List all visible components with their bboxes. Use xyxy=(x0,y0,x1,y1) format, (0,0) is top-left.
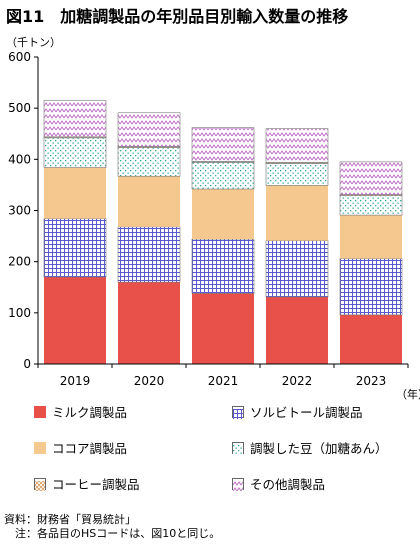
legend-swatch xyxy=(34,405,46,418)
bar-segment-2019-1 xyxy=(44,277,106,364)
y-tick-label: 500 xyxy=(8,101,31,115)
y-tick-label: 400 xyxy=(8,152,31,166)
legend-item: ココア調製品 xyxy=(34,438,127,457)
legend-label: 調製した豆（加糖あん） xyxy=(250,441,388,456)
bar-segment-2021-3 xyxy=(192,189,254,240)
y-tick-label: 600 xyxy=(8,50,31,64)
notes: 資料：財務省「貿易統計」 注：各品目のHSコードは、図10と同じ。 xyxy=(4,513,220,541)
x-unit-label: （年） xyxy=(396,387,420,400)
y-tick-label: 300 xyxy=(8,204,31,218)
x-axis: 2019 2020 2021 2022 2023 xyxy=(37,363,409,388)
bar-segment-2020-4 xyxy=(117,147,181,177)
y-tick-label: 200 xyxy=(8,255,31,269)
bar-segment-2020-2 xyxy=(117,226,181,283)
bar-segment-2023-6 xyxy=(339,161,403,195)
bar-segment-2022-2 xyxy=(265,240,329,298)
bar-segment-2021-2 xyxy=(191,238,255,294)
bar-segment-2019-3 xyxy=(44,167,106,219)
legend-item: コーヒー調製品 xyxy=(34,474,140,493)
legend-item: ミルク調製品 xyxy=(34,402,127,421)
y-tick-label: 100 xyxy=(8,306,31,320)
y-axis: 0 100 200 300 400 500 600 xyxy=(8,50,39,371)
bar-segment-2020-6 xyxy=(117,112,181,147)
footnote: 注：各品目のHSコードは、図10と同じ。 xyxy=(4,527,221,540)
bar-segment-2019-2 xyxy=(43,218,107,278)
legend: ミルク調製品 ソルビトール調製品ココア調製品 調製した豆（加糖あん） コーヒー調製品 そ… xyxy=(4,402,416,510)
x-tick-label: 2021 xyxy=(208,374,239,388)
bar-segment-2021-4 xyxy=(191,162,255,190)
legend-label: ミルク調製品 xyxy=(52,405,128,420)
legend-swatch xyxy=(34,441,46,454)
legend-swatch xyxy=(232,441,244,455)
x-tick-label: 2019 xyxy=(60,374,91,388)
source-note: 資料：財務省「貿易統計」 xyxy=(4,513,136,526)
legend-item: ソルビトール調製品 xyxy=(232,402,363,421)
x-tick-label: 2022 xyxy=(282,374,313,388)
bar-segment-2022-3 xyxy=(266,185,328,241)
x-tick-label: 2020 xyxy=(134,374,165,388)
bar-segment-2020-3 xyxy=(118,176,180,227)
figure-title: 図11 加糖調製品の年別品目別輸入数量の推移 xyxy=(6,7,349,26)
legend-item: その他調製品 xyxy=(232,474,325,493)
legend-swatch xyxy=(232,477,244,491)
legend-label: ココア調製品 xyxy=(52,441,128,456)
bars-group xyxy=(43,100,403,364)
bar-segment-2022-6 xyxy=(265,128,329,163)
bar-segment-2023-1 xyxy=(340,314,402,364)
bar-segment-2019-6 xyxy=(43,100,107,138)
bar-segment-2022-1 xyxy=(266,296,328,364)
legend-label: コーヒー調製品 xyxy=(52,477,140,492)
y-unit-label: （千トン） xyxy=(6,36,61,49)
legend-swatch xyxy=(34,477,46,491)
legend-label: ソルビトール調製品 xyxy=(250,405,363,420)
bar-segment-2019-4 xyxy=(43,137,107,168)
bar-segment-2020-1 xyxy=(118,282,180,364)
bar-segment-2022-4 xyxy=(265,163,329,186)
x-tick-label: 2023 xyxy=(356,374,387,388)
bar-segment-2023-3 xyxy=(340,215,402,259)
legend-swatch xyxy=(232,405,244,419)
bar-segment-2023-2 xyxy=(339,258,403,316)
bar-segment-2023-4 xyxy=(339,195,403,216)
legend-item: 調製した豆（加糖あん） xyxy=(232,438,388,457)
legend-label: その他調製品 xyxy=(250,477,326,492)
y-tick-label: 0 xyxy=(23,357,31,371)
bar-segment-2021-6 xyxy=(191,127,255,162)
bar-segment-2021-1 xyxy=(192,293,254,364)
